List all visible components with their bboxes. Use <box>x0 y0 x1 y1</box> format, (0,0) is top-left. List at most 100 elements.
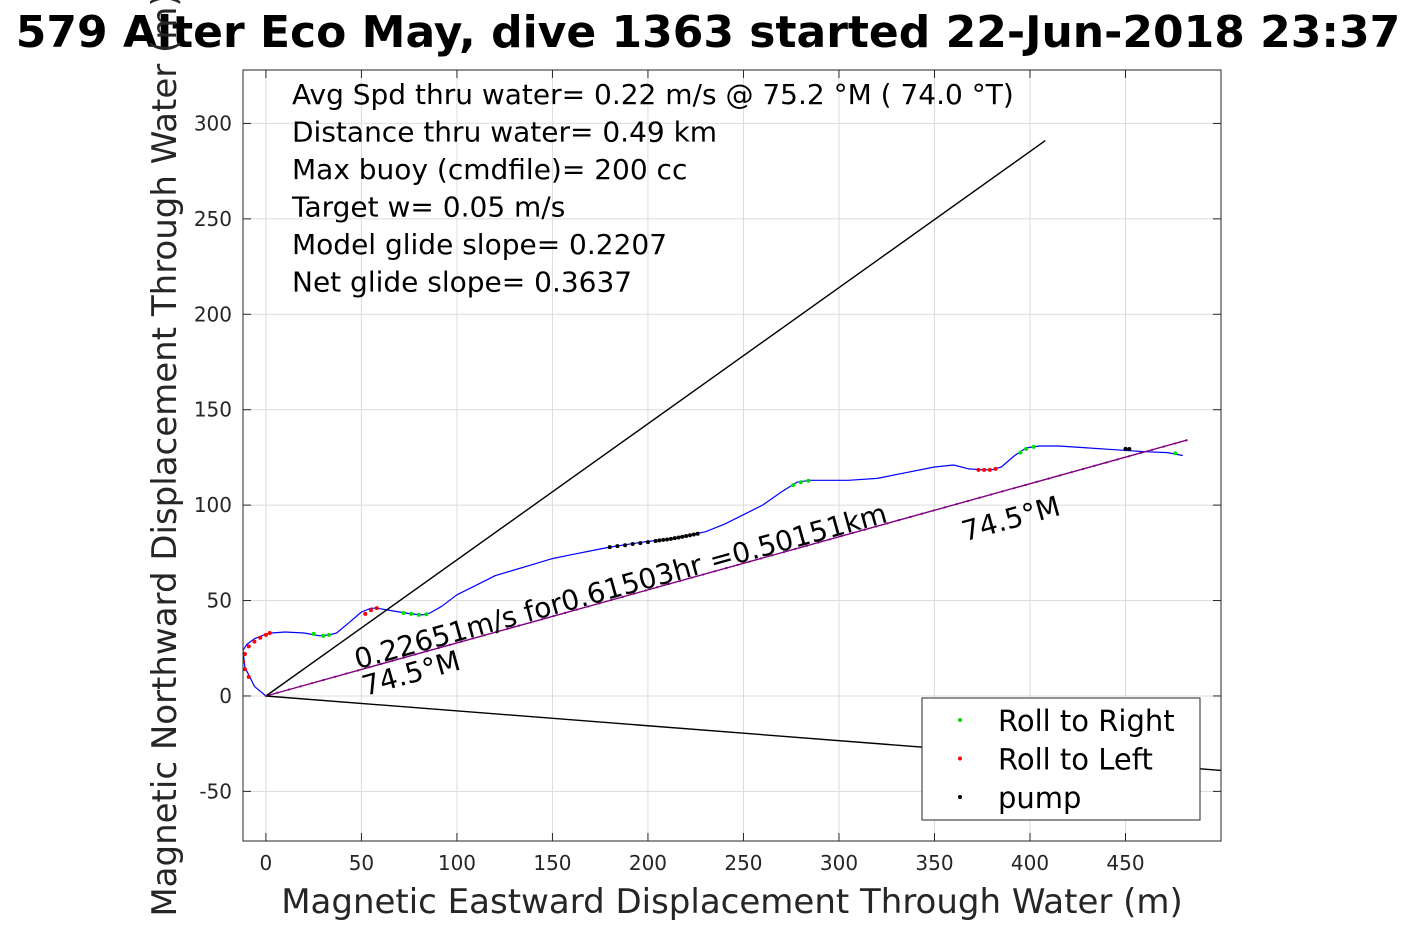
pump-marker <box>695 531 700 536</box>
current-segment-dot <box>794 547 797 551</box>
pump-marker <box>615 544 620 549</box>
current-segment-dot <box>425 650 429 653</box>
axis-ticks <box>243 70 1221 841</box>
annotation-line: Avg Spd thru water= 0.22 m/s @ 75.2 °M (… <box>292 78 1014 111</box>
roll-right-marker <box>1173 451 1178 456</box>
current-segment-dot <box>287 688 291 691</box>
current-segment-dot <box>863 528 866 531</box>
current-segment-dot <box>587 605 590 608</box>
x-tick-labels: 0 50 100 150 200 250 300 350 400 450 <box>260 851 1145 875</box>
roll-left-marker <box>267 630 272 635</box>
series-layer <box>243 140 1221 772</box>
current-segment-dot <box>909 515 912 519</box>
y-tick-label: 150 <box>194 398 232 422</box>
roll-left-marker <box>368 608 373 613</box>
current-segment-dot <box>1070 471 1073 474</box>
pump-marker <box>687 533 692 538</box>
current-segment-dot <box>471 637 475 640</box>
legend-label: Roll to Left <box>998 743 1153 777</box>
current-segment-dot <box>702 573 705 576</box>
current-segment-dot <box>552 614 555 618</box>
x-tick-label: 50 <box>349 851 374 875</box>
current-segment-dot <box>966 499 970 503</box>
roll-right-marker <box>326 632 331 637</box>
y-tick-label: 100 <box>194 493 232 517</box>
roll-left-marker <box>246 644 251 649</box>
pump-marker <box>630 542 635 547</box>
pump-marker <box>661 537 666 542</box>
pump-marker <box>1127 447 1132 452</box>
roll-right-marker <box>791 483 796 488</box>
current-segment-dot <box>932 509 935 512</box>
roll-left-marker <box>246 674 251 679</box>
pump-marker <box>665 537 670 542</box>
current-segment-dot <box>840 535 843 538</box>
y-axis-label: Magnetic Northward Displacement Through … <box>145 0 185 917</box>
pump-marker <box>645 540 650 545</box>
roll-right-marker <box>424 612 429 617</box>
x-tick-label: 450 <box>1106 851 1144 875</box>
y-tick-label: 300 <box>194 111 232 135</box>
x-tick-label: 300 <box>820 851 858 875</box>
current-segment-dot <box>771 554 774 557</box>
pump-marker <box>638 541 643 546</box>
pump-marker <box>684 534 689 539</box>
current-segment-dot <box>345 672 348 675</box>
current-segment-dot <box>736 563 739 566</box>
roll-left-marker <box>374 606 379 611</box>
chart-title: 579 Alter Eco May, dive 1363 started 22-… <box>16 7 1400 58</box>
roll-left-marker <box>243 651 247 656</box>
roll-right-marker <box>401 610 406 615</box>
current-segment-dot <box>460 640 463 643</box>
roll-right-marker <box>1018 450 1023 455</box>
current-segment-dot <box>437 646 440 650</box>
pump-marker <box>1123 446 1128 451</box>
x-tick-label: 0 <box>260 851 273 875</box>
current-segment-dot <box>494 630 498 634</box>
current-segment-dot <box>1127 455 1131 458</box>
current-segment-dot <box>1024 483 1027 487</box>
current-segment-dot <box>322 678 325 682</box>
y-tick-label: 50 <box>207 589 232 613</box>
roll-left-marker <box>987 467 992 472</box>
current-segment-dot <box>402 656 406 659</box>
x-axis-label: Magnetic Eastward Displacement Through W… <box>281 882 1183 922</box>
pump-marker <box>607 545 612 550</box>
marker-layer <box>243 439 1188 698</box>
legend-label: pump <box>998 781 1081 815</box>
current-segment-dot <box>874 525 877 528</box>
current-segment-dot <box>633 592 636 595</box>
roll-left-marker <box>993 466 998 471</box>
current-segment-dot <box>310 682 314 685</box>
current-segment-dot <box>1104 461 1108 464</box>
roll-right-marker <box>311 631 316 636</box>
current-segment-dot <box>1150 448 1154 451</box>
y-tick-label: 250 <box>194 207 232 231</box>
current-segment-dot <box>782 551 785 554</box>
legend-marker <box>958 756 962 761</box>
current-segment-dot <box>851 531 854 535</box>
current-segment-dot <box>610 598 613 602</box>
annotation-line: Target w= 0.05 m/s <box>291 191 565 224</box>
current-segment-dot <box>748 560 751 563</box>
current-segment-dot <box>1058 474 1062 477</box>
y-tick-label: 200 <box>194 302 232 326</box>
pump-marker <box>672 536 677 541</box>
roll-left-marker <box>976 467 981 472</box>
roll-right-marker <box>798 480 803 485</box>
current-segment-dot <box>391 659 394 662</box>
annotation-line: Net glide slope= 0.3637 <box>292 266 632 299</box>
x-tick-label: 200 <box>629 851 667 875</box>
roll-right-marker <box>416 612 421 617</box>
roll-right-marker <box>409 611 414 616</box>
current-segment-dot <box>448 643 452 646</box>
current-segment-dot <box>1001 490 1004 493</box>
current-segment-dot <box>598 602 601 605</box>
current-segment-dot <box>1174 442 1177 445</box>
pump-marker <box>680 534 685 539</box>
legend-marker <box>958 718 962 722</box>
annotation-line: Distance thru water= 0.49 km <box>292 116 717 149</box>
current-segment-dot <box>506 627 509 630</box>
axes-box <box>242 69 1222 842</box>
x-tick-label: 250 <box>724 851 762 875</box>
